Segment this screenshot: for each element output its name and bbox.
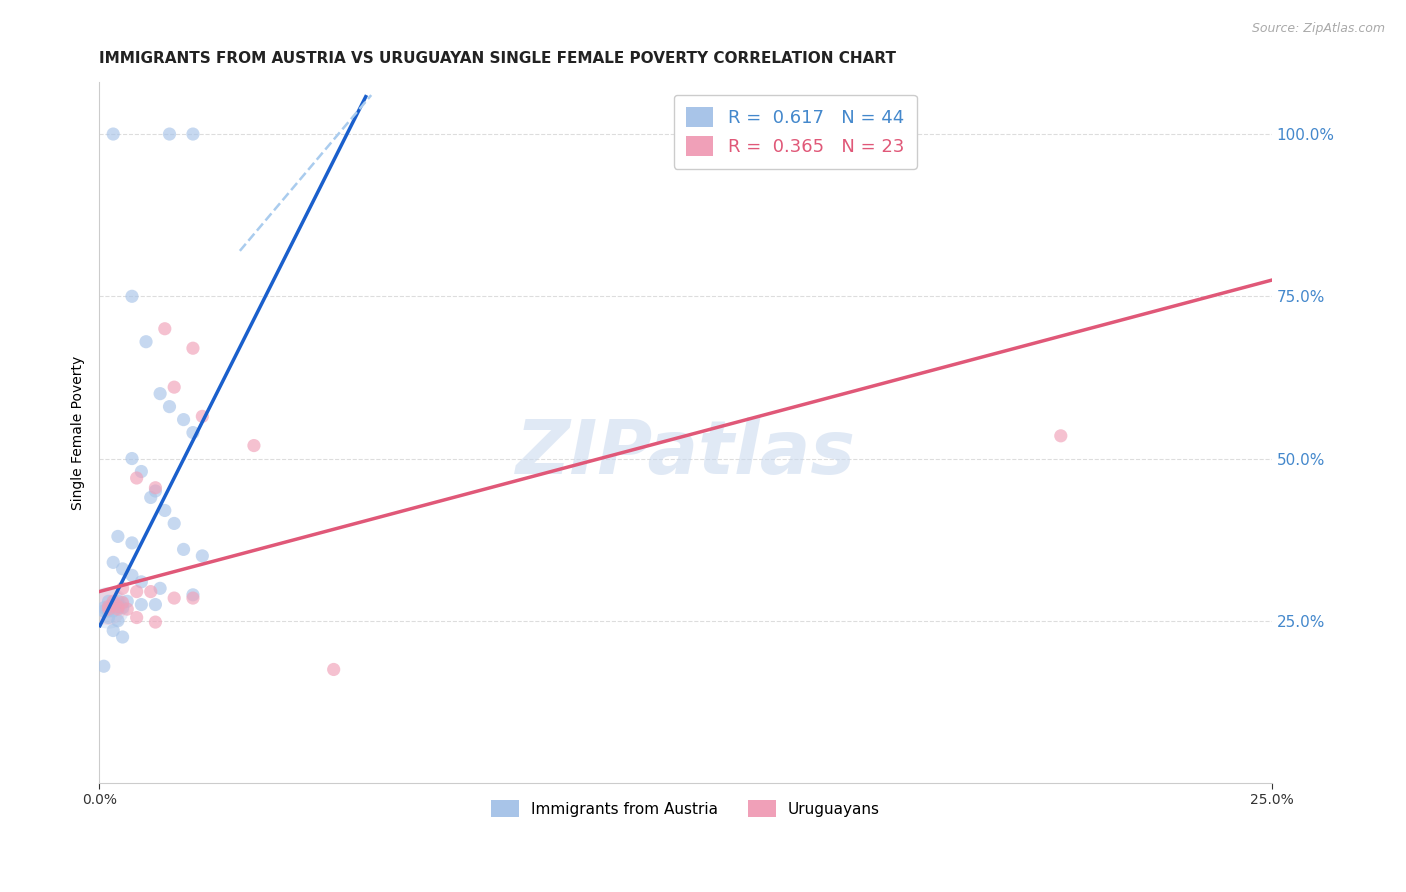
Point — [107, 614, 129, 628]
Point — [111, 600, 134, 615]
Point — [135, 334, 157, 349]
Point — [103, 624, 125, 638]
Point — [153, 322, 176, 336]
Point — [139, 584, 162, 599]
Point — [93, 600, 115, 615]
Point — [159, 127, 181, 141]
Point — [121, 536, 143, 550]
Point — [173, 542, 195, 557]
Point — [131, 465, 153, 479]
Point — [97, 600, 120, 615]
Point — [163, 516, 186, 531]
Point — [181, 591, 204, 605]
Point — [103, 555, 125, 569]
Point — [125, 610, 148, 624]
Point — [111, 630, 134, 644]
Point — [97, 600, 120, 615]
Point — [149, 582, 172, 596]
Y-axis label: Single Female Poverty: Single Female Poverty — [72, 355, 86, 509]
Point — [103, 598, 125, 612]
Point — [103, 594, 125, 608]
Point — [159, 400, 181, 414]
Point — [107, 600, 129, 615]
Point — [117, 602, 139, 616]
Point — [173, 412, 195, 426]
Point — [153, 503, 176, 517]
Point — [97, 610, 120, 624]
Point — [145, 481, 167, 495]
Text: ZIPatlas: ZIPatlas — [516, 417, 855, 490]
Point — [131, 598, 153, 612]
Point — [97, 604, 120, 618]
Point — [97, 602, 120, 616]
Point — [125, 584, 148, 599]
Legend: Immigrants from Austria, Uruguayans: Immigrants from Austria, Uruguayans — [484, 792, 887, 824]
Point — [139, 491, 162, 505]
Point — [97, 599, 120, 614]
Point — [145, 483, 167, 498]
Point — [131, 574, 153, 589]
Point — [322, 663, 344, 677]
Point — [149, 386, 172, 401]
Point — [103, 127, 125, 141]
Point — [111, 582, 134, 596]
Point — [107, 599, 129, 614]
Point — [181, 341, 204, 355]
Point — [121, 289, 143, 303]
Point — [145, 598, 167, 612]
Point — [111, 596, 134, 610]
Point — [107, 594, 129, 608]
Point — [97, 599, 120, 614]
Point — [181, 425, 204, 440]
Point — [163, 591, 186, 605]
Point — [1049, 429, 1071, 443]
Point — [107, 598, 129, 612]
Point — [191, 549, 214, 563]
Point — [121, 568, 143, 582]
Point — [107, 602, 129, 616]
Point — [107, 529, 129, 543]
Point — [163, 380, 186, 394]
Point — [103, 604, 125, 618]
Text: IMMIGRANTS FROM AUSTRIA VS URUGUAYAN SINGLE FEMALE POVERTY CORRELATION CHART: IMMIGRANTS FROM AUSTRIA VS URUGUAYAN SIN… — [100, 51, 896, 66]
Point — [145, 615, 167, 629]
Point — [121, 451, 143, 466]
Point — [93, 604, 115, 618]
Point — [125, 471, 148, 485]
Point — [111, 562, 134, 576]
Point — [97, 594, 120, 608]
Point — [181, 127, 204, 141]
Point — [181, 588, 204, 602]
Point — [243, 439, 266, 453]
Point — [191, 409, 214, 424]
Point — [117, 594, 139, 608]
Point — [93, 659, 115, 673]
Text: Source: ZipAtlas.com: Source: ZipAtlas.com — [1251, 22, 1385, 36]
